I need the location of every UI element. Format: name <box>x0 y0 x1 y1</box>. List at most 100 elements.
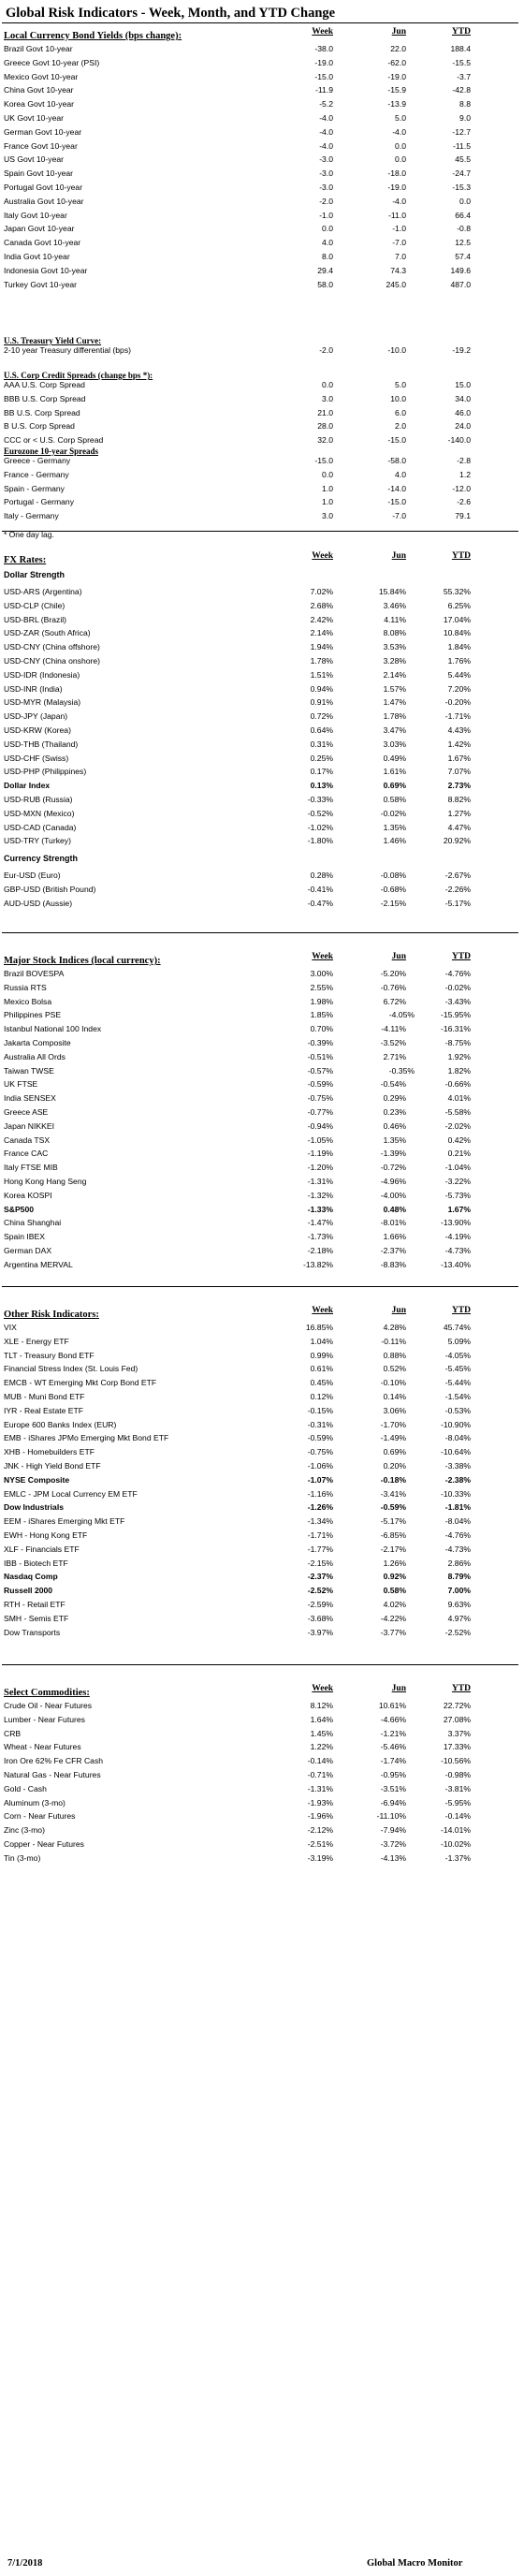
row-label: XLE - Energy ETF <box>4 1337 69 1346</box>
ytd-value: 46.0 <box>455 408 471 417</box>
week-value: 1.0 <box>322 497 333 506</box>
table-row: US Govt 10-year -3.0 0.0 45.5 <box>0 154 524 166</box>
row-label: USD-ARS (Argentina) <box>4 587 82 596</box>
week-value: -0.41% <box>307 885 333 894</box>
week-value: -15.0 <box>314 456 333 465</box>
table-row: Aluminum (3-mo) -1.93% -6.94% -5.95% <box>0 1797 524 1809</box>
week-value: 4.0 <box>322 238 333 247</box>
jun-value: -0.11% <box>381 1337 406 1346</box>
week-value: -0.52% <box>307 809 333 818</box>
table-row: Istanbul National 100 Index 0.70% -4.11% -1… <box>0 1023 524 1035</box>
ytd-value: -2.02% <box>444 1121 471 1131</box>
ytd-value: -4.76% <box>444 969 471 978</box>
week-value: 58.0 <box>317 280 333 289</box>
jun-value: -5.46% <box>380 1742 406 1751</box>
jun-value: 1.47% <box>383 697 406 707</box>
table-row: Korea KOSPI -1.32% -4.00% -5.73% <box>0 1190 524 1202</box>
jun-value: -1.74% <box>380 1756 406 1765</box>
jun-value: 0.46% <box>383 1121 406 1131</box>
table-row: 2-10 year Treasury differential (bps) -2.… <box>0 344 524 357</box>
section-title: Select Commodities: <box>4 1688 90 1698</box>
week-value: 0.45% <box>310 1378 333 1387</box>
table-row: UK FTSE -0.59% -0.54% -0.66% <box>0 1078 524 1090</box>
ytd-value: 5.09% <box>447 1337 471 1346</box>
week-value: 0.70% <box>310 1024 333 1033</box>
week-value: -2.15% <box>307 1559 333 1568</box>
table-row: Dow Transports -3.97% -3.77% -2.52% <box>0 1627 524 1639</box>
row-label: Indonesia Govt 10-year <box>4 266 88 275</box>
week-value: -1.26% <box>307 1502 333 1512</box>
row-label: USD-RUB (Russia) <box>4 795 73 804</box>
ytd-value: 27.08% <box>443 1715 471 1724</box>
row-label: CRB <box>4 1729 22 1738</box>
section-heading: Eurozone 10-year Spreads <box>4 442 98 456</box>
jun-value: 245.0 <box>386 280 406 289</box>
week-value: 2.42% <box>310 615 333 624</box>
week-value: -3.0 <box>319 183 333 192</box>
row-label: Philippines PSE <box>4 1010 62 1019</box>
week-value: -38.0 <box>314 44 333 53</box>
week-value: 16.85% <box>305 1323 333 1332</box>
ytd-value: -4.19% <box>444 1232 471 1241</box>
week-value: 0.0 <box>322 470 333 479</box>
table-row: Corn - Near Futures -1.96% -11.10% -0.14% <box>0 1810 524 1822</box>
ytd-value: 7.07% <box>447 767 471 776</box>
row-label: Portugal Govt 10-year <box>4 183 83 192</box>
ytd-value: -2.52% <box>444 1628 471 1637</box>
jun-value: -4.0 <box>392 127 406 137</box>
week-value: -13.82% <box>302 1260 333 1269</box>
week-value: -5.2 <box>319 99 333 109</box>
ytd-value: 8.79% <box>447 1572 471 1581</box>
table-row: BBB U.S. Corp Spread 3.0 10.0 34.0 <box>0 393 524 405</box>
jun-value: 1.78% <box>383 711 406 721</box>
ytd-value: 12.5 <box>455 238 471 247</box>
table-row: Iron Ore 62% Fe CFR Cash -0.14% -1.74% -10.… <box>0 1755 524 1767</box>
row-label: Jakarta Composite <box>4 1038 71 1047</box>
table-row: Zinc (3-mo) -2.12% -7.94% -14.01% <box>0 1824 524 1837</box>
column-header-jun: Jun <box>391 952 406 961</box>
week-value: -1.34% <box>307 1516 333 1526</box>
row-label: MUB - Muni Bond ETF <box>4 1392 85 1401</box>
table-row: GBP-USD (British Pound) -0.41% -0.68% -2.26… <box>0 884 524 896</box>
section-divider <box>2 1286 518 1287</box>
section-heading: Select Commodities: <box>4 1683 90 1698</box>
row-label: RTH - Retail ETF <box>4 1600 66 1609</box>
row-label: UK Govt 10-year <box>4 113 64 123</box>
row-label: Lumber - Near Futures <box>4 1715 85 1724</box>
row-label: Dow Transports <box>4 1628 61 1637</box>
table-row: Australia Govt 10-year -2.0 -4.0 0.0 <box>0 196 524 208</box>
ytd-value: 4.01% <box>447 1093 471 1103</box>
week-value: 0.12% <box>310 1392 333 1401</box>
jun-value: -0.72% <box>380 1163 406 1172</box>
ytd-value: -5.44% <box>444 1378 471 1387</box>
row-label: USD-CNY (China onshore) <box>4 656 101 666</box>
week-value: -3.97% <box>307 1628 333 1637</box>
ytd-value: 1.84% <box>447 642 471 651</box>
row-label: BB U.S. Corp Spread <box>4 408 80 417</box>
table-row: Greece - Germany -15.0 -58.0 -2.8 <box>0 455 524 467</box>
subsection-title: Currency Strength <box>4 854 79 864</box>
page-title: Global Risk Indicators - Week, Month, an… <box>6 6 336 21</box>
footnote: * One day lag. <box>4 530 54 539</box>
row-label: Canada TSX <box>4 1135 51 1145</box>
week-value: 8.12% <box>310 1701 333 1710</box>
table-row: Portugal - Germany 1.0 -15.0 -2.6 <box>0 496 524 508</box>
jun-value: 3.06% <box>383 1406 406 1415</box>
table-row: USD-KRW (Korea) 0.64% 3.47% 4.43% <box>0 724 524 737</box>
week-value: -1.0 <box>319 211 333 220</box>
week-value: 1.98% <box>310 997 333 1006</box>
ytd-value: -12.0 <box>452 484 471 493</box>
week-value: 0.72% <box>310 711 333 721</box>
week-value: -1.71% <box>307 1530 333 1540</box>
jun-value: 4.02% <box>383 1600 406 1609</box>
table-row: Argentina MERVAL -13.82% -8.83% -13.40% <box>0 1259 524 1271</box>
ytd-value: -4.73% <box>444 1544 471 1554</box>
table-row: Brazil BOVESPA 3.00% -5.20% -4.76% <box>0 968 524 980</box>
row-label: Spain Govt 10-year <box>4 168 74 178</box>
table-row: France - Germany 0.0 4.0 1.2 <box>0 469 524 481</box>
section-divider <box>2 1664 518 1665</box>
ytd-value: -0.02% <box>444 983 471 992</box>
week-value: 3.0 <box>322 511 333 520</box>
row-label: USD-TRY (Turkey) <box>4 836 71 845</box>
